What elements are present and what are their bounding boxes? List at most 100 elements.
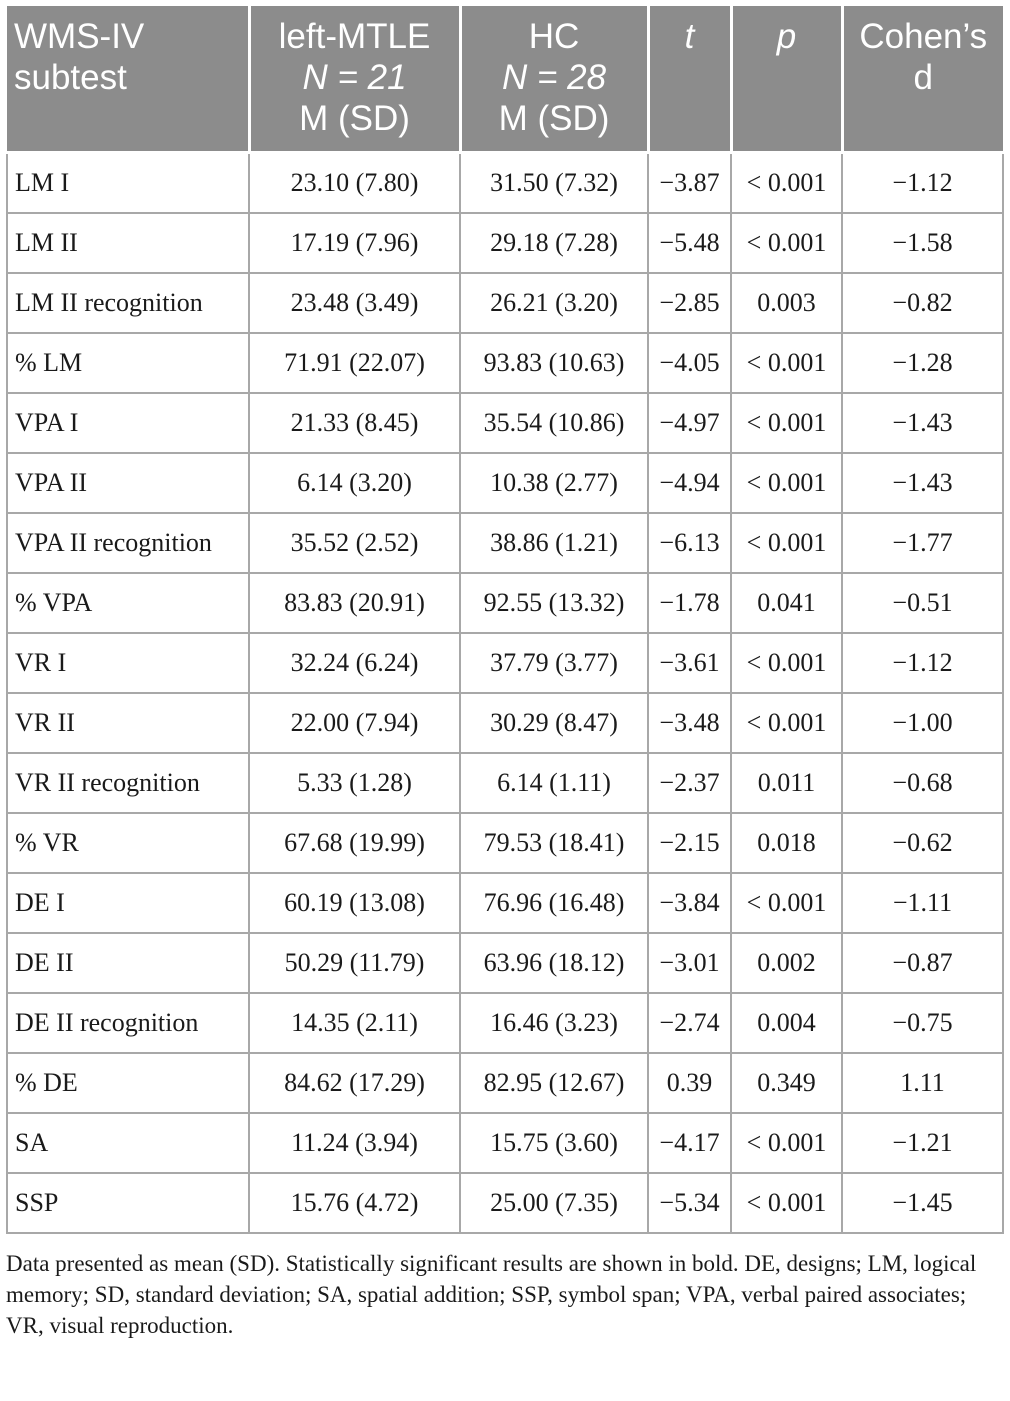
table-row: VR I 32.24 (6.24) 37.79 (3.77) −3.61 < 0.001… — [6, 632, 1004, 694]
cell-hc: 63.96 (18.12) — [459, 932, 649, 994]
cell-cohens-d: −0.62 — [841, 812, 1004, 874]
cell-cohens-d: −0.51 — [841, 572, 1004, 634]
table-row: VPA II 6.14 (3.20) 10.38 (2.77) −4.94 < 0.00… — [6, 452, 1004, 514]
cell-subtest: LM II — [6, 212, 250, 274]
cell-t: −2.15 — [647, 812, 732, 874]
header-left-mtle-n: N = 21 — [257, 57, 453, 98]
header-hc-n-text: N = 28 — [501, 58, 607, 97]
cell-left-mtle: 23.10 (7.80) — [248, 151, 461, 214]
cell-t: −4.17 — [647, 1112, 732, 1174]
cell-t: −3.61 — [647, 632, 732, 694]
cell-left-mtle: 5.33 (1.28) — [248, 752, 461, 814]
cell-left-mtle: 71.91 (22.07) — [248, 332, 461, 394]
cell-t: −6.13 — [647, 512, 732, 574]
cell-hc: 30.29 (8.47) — [459, 692, 649, 754]
cell-cohens-d: −1.11 — [841, 872, 1004, 934]
header-hc-name: HC — [528, 17, 580, 56]
cell-subtest: VPA I — [6, 392, 250, 454]
cell-t: 0.39 — [647, 1052, 732, 1114]
cell-hc: 31.50 (7.32) — [459, 151, 649, 214]
results-table: WMS-IV subtest left-MTLE N = 21 M (SD) H… — [6, 6, 1004, 1234]
cell-p: 0.011 — [730, 752, 843, 814]
cell-subtest: VR II recognition — [6, 752, 250, 814]
cell-subtest: DE II — [6, 932, 250, 994]
cell-hc: 26.21 (3.20) — [459, 272, 649, 334]
cell-subtest: % VPA — [6, 572, 250, 634]
header-left-mtle-n-text: N = 21 — [302, 58, 407, 97]
header-t-text: t — [684, 17, 695, 56]
cell-subtest: VPA II recognition — [6, 512, 250, 574]
cell-left-mtle: 14.35 (2.11) — [248, 992, 461, 1054]
cell-p: < 0.001 — [730, 512, 843, 574]
cell-hc: 37.79 (3.77) — [459, 632, 649, 694]
cell-t: −4.94 — [647, 452, 732, 514]
cell-p: 0.349 — [730, 1052, 843, 1114]
cell-subtest: SA — [6, 1112, 250, 1174]
cell-hc: 16.46 (3.23) — [459, 992, 649, 1054]
header-subtest-line2: subtest — [14, 58, 127, 97]
cell-cohens-d: −1.12 — [841, 151, 1004, 214]
table-header: WMS-IV subtest left-MTLE N = 21 M (SD) H… — [7, 6, 1003, 154]
cell-cohens-d: −1.21 — [841, 1112, 1004, 1174]
cell-cohens-d: −0.87 — [841, 932, 1004, 994]
cell-p: < 0.001 — [730, 392, 843, 454]
cell-t: −1.78 — [647, 572, 732, 634]
header-left-mtle-name: left-MTLE — [278, 17, 431, 56]
table-body: LM I 23.10 (7.80) 31.50 (7.32) −3.87 < 0.001… — [6, 151, 1004, 1234]
cell-cohens-d: −0.75 — [841, 992, 1004, 1054]
cell-hc: 82.95 (12.67) — [459, 1052, 649, 1114]
table-row: VPA II recognition 35.52 (2.52) 38.86 (1.2… — [6, 512, 1004, 574]
cell-t: −3.01 — [647, 932, 732, 994]
cell-left-mtle: 15.76 (4.72) — [248, 1172, 461, 1234]
cell-p: < 0.001 — [730, 212, 843, 274]
cell-p: < 0.001 — [730, 332, 843, 394]
cell-p: < 0.001 — [730, 1172, 843, 1234]
table-row: % VR 67.68 (19.99) 79.53 (18.41) −2.15 0.018… — [6, 812, 1004, 874]
cell-hc: 92.55 (13.32) — [459, 572, 649, 634]
cell-cohens-d: −1.00 — [841, 692, 1004, 754]
cell-subtest: % LM — [6, 332, 250, 394]
cell-left-mtle: 84.62 (17.29) — [248, 1052, 461, 1114]
cell-left-mtle: 6.14 (3.20) — [248, 452, 461, 514]
cell-p: 0.041 — [730, 572, 843, 634]
cell-cohens-d: −0.68 — [841, 752, 1004, 814]
cell-cohens-d: −1.43 — [841, 392, 1004, 454]
cell-cohens-d: −0.82 — [841, 272, 1004, 334]
cell-cohens-d: −1.58 — [841, 212, 1004, 274]
cell-subtest: LM I — [6, 151, 250, 214]
header-subtest: WMS-IV subtest — [7, 6, 251, 154]
cell-subtest: % VR — [6, 812, 250, 874]
cell-subtest: VR I — [6, 632, 250, 694]
table-row: LM I 23.10 (7.80) 31.50 (7.32) −3.87 < 0.001… — [6, 151, 1004, 214]
cell-left-mtle: 22.00 (7.94) — [248, 692, 461, 754]
header-hc-stat: M (SD) — [498, 99, 610, 138]
cell-p: < 0.001 — [730, 872, 843, 934]
cell-hc: 29.18 (7.28) — [459, 212, 649, 274]
cell-p: 0.004 — [730, 992, 843, 1054]
cell-t: −5.34 — [647, 1172, 732, 1234]
table-row: % LM 71.91 (22.07) 93.83 (10.63) −4.05 < 0.0… — [6, 332, 1004, 394]
header-left-mtle: left-MTLE N = 21 M (SD) — [247, 6, 462, 154]
cell-subtest: % DE — [6, 1052, 250, 1114]
table-row: LM II 17.19 (7.96) 29.18 (7.28) −5.48 < 0.00… — [6, 212, 1004, 274]
table-row: DE II 50.29 (11.79) 63.96 (18.12) −3.01 0.00… — [6, 932, 1004, 994]
cell-p: 0.018 — [730, 812, 843, 874]
cell-subtest: DE II recognition — [6, 992, 250, 1054]
cell-p: < 0.001 — [730, 692, 843, 754]
cell-cohens-d: −1.45 — [841, 1172, 1004, 1234]
cell-t: −4.05 — [647, 332, 732, 394]
header-row: WMS-IV subtest left-MTLE N = 21 M (SD) H… — [7, 6, 1003, 154]
cell-t: −2.85 — [647, 272, 732, 334]
cell-cohens-d: 1.11 — [841, 1052, 1004, 1114]
table-row: % DE 84.62 (17.29) 82.95 (12.67) 0.39 0.349 1… — [6, 1052, 1004, 1114]
cell-p: < 0.001 — [730, 1112, 843, 1174]
cell-left-mtle: 17.19 (7.96) — [248, 212, 461, 274]
cell-t: −3.48 — [647, 692, 732, 754]
header-left-mtle-stat: M (SD) — [299, 99, 410, 138]
cell-p: < 0.001 — [730, 151, 843, 214]
cell-subtest: SSP — [6, 1172, 250, 1234]
cell-hc: 15.75 (3.60) — [459, 1112, 649, 1174]
table-row: SSP 15.76 (4.72) 25.00 (7.35) −5.34 < 0.001−… — [6, 1172, 1004, 1234]
cell-subtest: DE I — [6, 872, 250, 934]
cell-hc: 25.00 (7.35) — [459, 1172, 649, 1234]
